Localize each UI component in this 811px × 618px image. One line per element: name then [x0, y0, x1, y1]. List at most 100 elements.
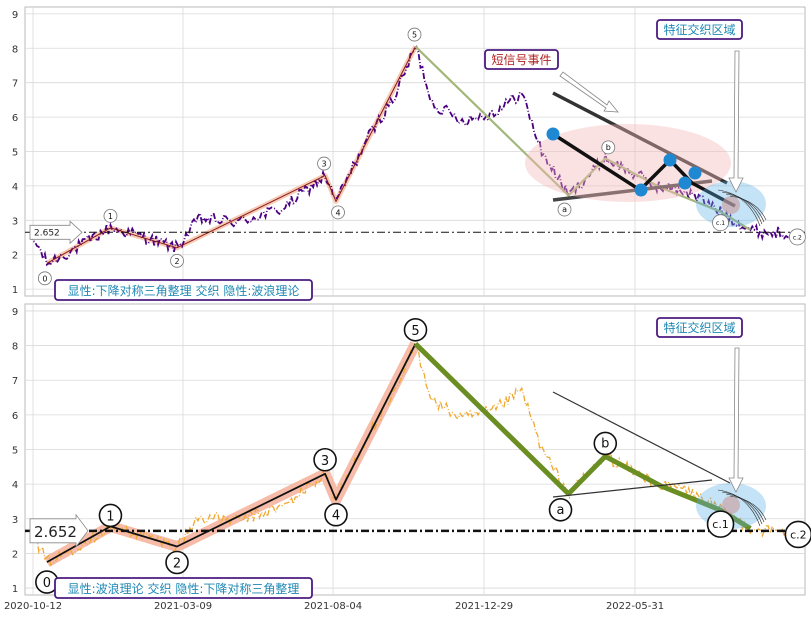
wave-point-label: 4 — [335, 208, 340, 217]
y-tick-label: 3 — [12, 515, 18, 526]
wave-point-label: 0 — [42, 274, 47, 283]
pattern-description-text: 显性:波浪理论 交织 隐性:下降对称三角整理 — [68, 581, 300, 596]
y-tick-label: 8 — [12, 44, 18, 55]
y-tick-label: 1 — [12, 285, 18, 296]
triangle-boundary-line — [552, 391, 731, 484]
interweave-fan-line — [729, 495, 767, 521]
y-tick-label: 2 — [12, 251, 18, 262]
abc-point-label: c.1 — [712, 518, 729, 531]
wave-point-marker — [170, 253, 184, 268]
abc-point-label: b — [601, 436, 609, 451]
region-pointer-arrow — [728, 50, 744, 193]
y-tick-label: 5 — [12, 148, 18, 159]
y-tick-label: 2 — [12, 549, 18, 560]
interweave-fan-line — [729, 195, 767, 221]
wave-point-marker — [165, 550, 189, 575]
wave-point-marker — [403, 318, 428, 342]
region-pointer-arrow — [728, 347, 744, 493]
abc-point-marker — [548, 498, 573, 522]
y-tick-label: 5 — [12, 446, 18, 457]
y-tick-label: 8 — [12, 342, 18, 353]
region-label-box — [656, 19, 743, 40]
wave-point-label: 4 — [332, 509, 340, 524]
interweave-core — [722, 196, 740, 214]
x-tick-label: 2020-10-12 — [4, 601, 62, 612]
wave-line — [46, 46, 416, 264]
abc-point-label: a — [557, 503, 565, 518]
abc-correction-line — [414, 45, 751, 231]
x-tick-label: 2021-08-04 — [304, 601, 362, 612]
wave-point-marker — [324, 502, 348, 527]
signal-label-box — [484, 49, 559, 70]
interweave-fan-line — [717, 189, 761, 227]
signal-point-marker — [634, 183, 648, 197]
wave-point-label: 5 — [411, 324, 419, 339]
interweave-fan-line — [721, 191, 763, 225]
interweave-fan-line — [725, 193, 765, 223]
pattern-description-box — [54, 279, 313, 301]
abc-point-label: a — [562, 205, 567, 214]
y-tick-label: 1 — [12, 584, 18, 595]
reference-value-arrow — [29, 220, 83, 245]
wave-point-marker — [313, 447, 337, 472]
y-tick-label: 4 — [12, 480, 18, 491]
x-tick-label: 2021-12-29 — [455, 601, 513, 612]
pattern-description-text: 显性:下降对称三角整理 交织 隐性:波浪理论 — [68, 283, 300, 298]
abc-point-marker — [712, 214, 729, 232]
abc-point-marker — [706, 510, 735, 538]
signal-pointer-arrow — [559, 71, 619, 113]
region-label-text: 特征交织区域 — [663, 22, 735, 37]
wave-point-marker — [98, 503, 123, 528]
abc-point-marker — [593, 431, 618, 456]
y-tick-label: 6 — [12, 113, 18, 124]
abc-point-marker — [557, 202, 572, 217]
abc-point-label: c.2 — [790, 528, 807, 541]
reference-value-arrow — [29, 513, 89, 548]
pattern-description-box — [54, 577, 313, 599]
chart-panel-bottom: 1 2 3 4 5 6 7 8 9 2020-10-12 2021-03-09 2021-08-04 2… — [4, 303, 811, 612]
chart-panel-top: 1 2 3 4 5 6 7 8 9 2.652 0 1 2 3 4 5 a b c.1 c.2 特征交织区域短信号事件显… — [12, 6, 806, 301]
signal-label-text: 短信号事件 — [491, 53, 551, 67]
signal-point-marker — [663, 153, 677, 167]
reference-value-label: 2.652 — [34, 523, 77, 541]
wave-line — [46, 343, 417, 563]
y-tick-label: 9 — [12, 307, 18, 318]
interweave-fan-line — [721, 491, 763, 525]
region-label-box — [656, 317, 743, 338]
y-tick-label: 7 — [12, 376, 18, 387]
y-tick-label: 6 — [12, 411, 18, 422]
triangle-boundary-line — [552, 479, 713, 498]
abc-point-label: c.2 — [793, 234, 802, 241]
abc-point-marker — [784, 520, 811, 549]
wave-point-label: 2 — [174, 257, 179, 266]
reference-value-label: 2.652 — [34, 228, 60, 238]
x-tick-label: 2022-05-31 — [606, 601, 664, 612]
wave-point-marker — [317, 156, 331, 171]
wave-point-label: 3 — [322, 160, 327, 169]
wave-point-label: 2 — [173, 557, 181, 572]
x-tick-label: 2021-03-09 — [154, 601, 212, 612]
abc-point-label: c.1 — [716, 220, 725, 227]
wave-point-marker — [103, 208, 118, 223]
signal-point-marker — [546, 127, 560, 141]
wave-point-marker — [331, 205, 345, 220]
wave-point-marker — [37, 271, 52, 286]
y-tick-label: 4 — [12, 182, 18, 193]
y-tick-label: 3 — [12, 216, 18, 227]
abc-point-label: b — [606, 143, 611, 152]
interweave-fan-line — [725, 493, 765, 523]
wave-point-label: 1 — [108, 212, 113, 221]
signal-point-marker — [688, 166, 702, 180]
abc-point-marker — [601, 140, 616, 155]
wave-point-label: 0 — [43, 576, 51, 591]
wave-point-label: 3 — [321, 454, 329, 469]
wave-point-label: 5 — [412, 31, 417, 40]
wave-point-label: 1 — [106, 509, 114, 524]
region-label-text: 特征交织区域 — [663, 320, 735, 335]
y-tick-label: 7 — [12, 79, 18, 90]
signal-point-marker — [678, 176, 692, 190]
wave-point-marker — [407, 27, 422, 42]
abc-point-marker — [788, 228, 806, 246]
interweave-core — [722, 496, 740, 514]
